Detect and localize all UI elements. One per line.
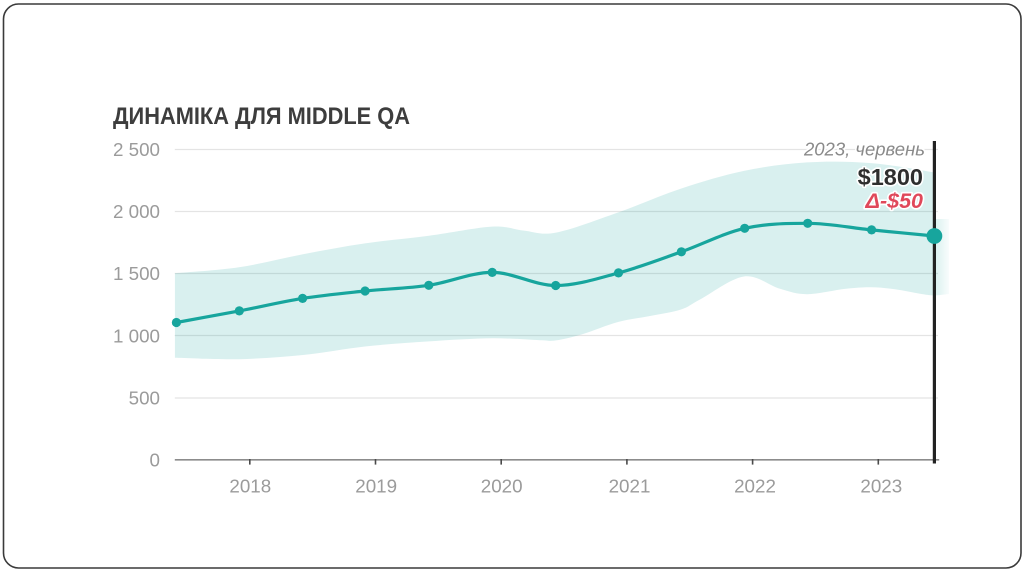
svg-text:ДИНАМІКА ДЛЯ MIDDLE QA: ДИНАМІКА ДЛЯ MIDDLE QA [113,103,410,130]
svg-text:1 500: 1 500 [113,263,160,284]
svg-text:2021: 2021 [609,475,651,496]
svg-text:500: 500 [129,387,160,408]
svg-text:2 000: 2 000 [113,201,160,222]
svg-text:2020: 2020 [481,475,523,496]
svg-text:2 500: 2 500 [113,139,160,160]
svg-text:Δ-$50: Δ-$50 [865,189,924,213]
svg-text:1 000: 1 000 [113,325,160,346]
svg-text:$1800: $1800 [858,164,923,190]
svg-text:0: 0 [150,450,160,471]
svg-text:2018: 2018 [229,475,271,496]
svg-text:2019: 2019 [355,475,397,496]
svg-text:2023, червень: 2023, червень [803,139,925,160]
svg-text:2022: 2022 [734,475,776,496]
svg-text:2023: 2023 [860,475,902,496]
